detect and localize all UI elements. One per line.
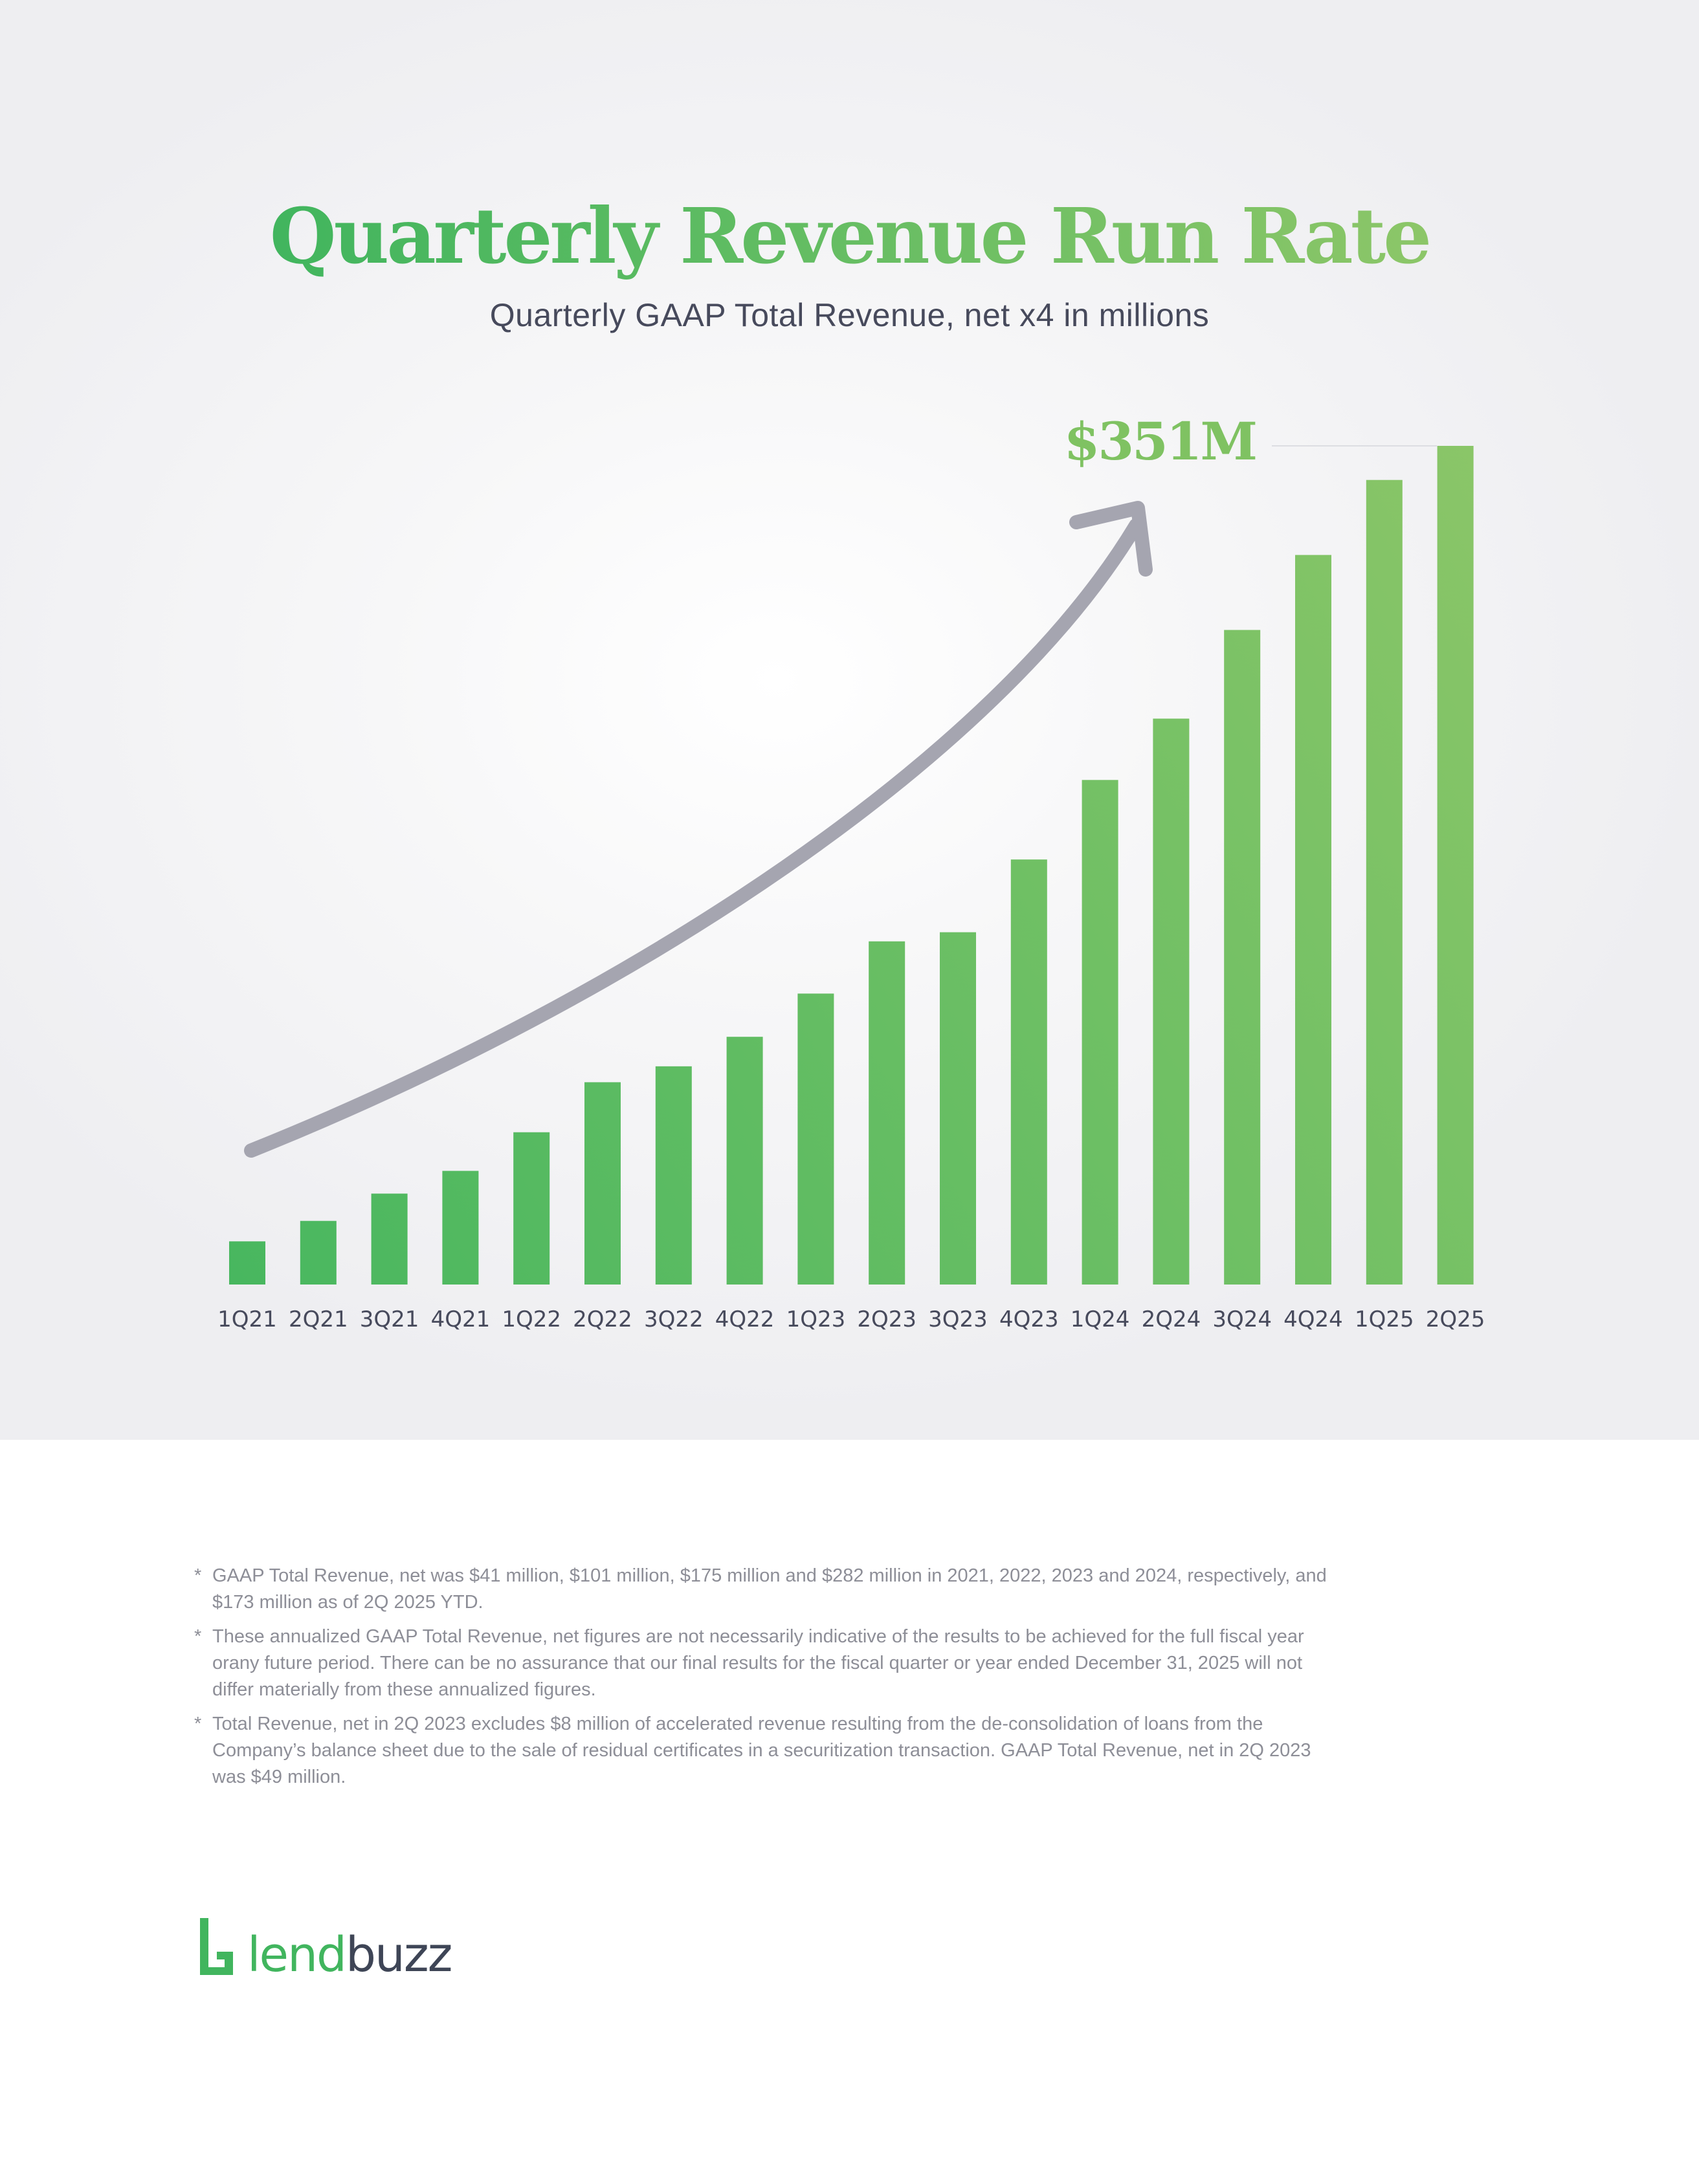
x-tick-label: 4Q21 [431,1307,491,1332]
x-tick-label: 1Q23 [786,1307,846,1332]
x-tick-label: 2Q21 [289,1307,348,1332]
footnote-marker: * [194,1714,202,1734]
page-title: Quarterly Revenue Run Rate [269,191,1432,281]
x-tick-label: 3Q24 [1212,1307,1272,1332]
wordmark-buzz: buzz [345,1927,453,1983]
tick-labels-group: 1Q21 2Q21 3Q21 4Q21 1Q22 2Q22 3Q22 4Q22 1Q23 2Q23… [217,1307,1485,1332]
x-tick-label: 2Q22 [573,1307,632,1332]
footnote: * Total Revenue, net in 2Q 2023 excludes… [194,1711,1346,1791]
chart-panel: Quarterly Revenue Run Rate Quarterly GAA… [0,0,1699,1440]
lendbuzz-logo-mark-icon [200,1918,233,1975]
bar-3q23 [940,932,976,1285]
growth-arrow [244,501,1153,1158]
lendbuzz-logo: lendbuzz [194,1915,485,1993]
bar-2q23 [869,941,905,1285]
growth-arrow-head [1069,501,1153,577]
bar-4q22 [726,1037,763,1285]
footnote-marker: * [194,1565,202,1586]
x-tick-label: 2Q24 [1142,1307,1201,1332]
footnotes: * GAAP Total Revenue, net was $41 millio… [194,1563,1346,1798]
x-tick-label: 1Q22 [502,1307,561,1332]
bar-2q22 [584,1082,621,1285]
page-subtitle: Quarterly GAAP Total Revenue, net x4 in … [489,297,1210,333]
bar-1q25 [1366,480,1403,1285]
x-tick-label: 1Q21 [217,1307,277,1332]
bar-1q23 [797,993,834,1285]
bar-2q25 [1437,446,1474,1285]
footnote-marker: * [194,1626,202,1647]
x-tick-label: 1Q24 [1071,1307,1130,1332]
bar-3q24 [1224,630,1261,1285]
x-tick-label: 3Q23 [928,1307,988,1332]
x-tick-label: 4Q23 [999,1307,1059,1332]
x-tick-label: 1Q25 [1355,1307,1414,1332]
callout-value-label: $351M [1064,411,1256,472]
bar-1q22 [513,1132,550,1285]
x-tick-label: 2Q25 [1426,1307,1485,1332]
bars-group [229,446,1474,1285]
bar-3q21 [371,1193,408,1285]
x-tick-label: 3Q22 [644,1307,704,1332]
bar-1q24 [1082,780,1118,1285]
bar-4q21 [442,1171,479,1285]
x-tick-label: 2Q23 [857,1307,916,1332]
revenue-bar-chart: 1Q21 2Q21 3Q21 4Q21 1Q22 2Q22 3Q22 4Q22 1Q23 2Q23… [217,411,1485,1332]
footnote-text: GAAP Total Revenue, net was $41 million,… [212,1565,1327,1613]
bar-2q21 [300,1220,337,1285]
footnote-text: These annualized GAAP Total Revenue, net… [212,1626,1304,1700]
bar-1q21 [229,1241,265,1285]
bar-2q24 [1153,718,1190,1285]
bar-4q24 [1295,555,1331,1285]
x-tick-label: 3Q21 [360,1307,419,1332]
bar-4q23 [1010,859,1047,1285]
wordmark-lend: lend [247,1927,347,1983]
growth-arrow-shaft [244,518,1143,1158]
footnote-text: Total Revenue, net in 2Q 2023 excludes $… [212,1714,1311,1787]
footnote: * GAAP Total Revenue, net was $41 millio… [194,1563,1346,1616]
lendbuzz-wordmark: lendbuzz [247,1931,453,1979]
bar-3q22 [655,1066,692,1285]
x-tick-label: 4Q24 [1283,1307,1343,1332]
x-tick-label: 4Q22 [715,1307,775,1332]
footnote: * These annualized GAAP Total Revenue, n… [194,1624,1346,1703]
